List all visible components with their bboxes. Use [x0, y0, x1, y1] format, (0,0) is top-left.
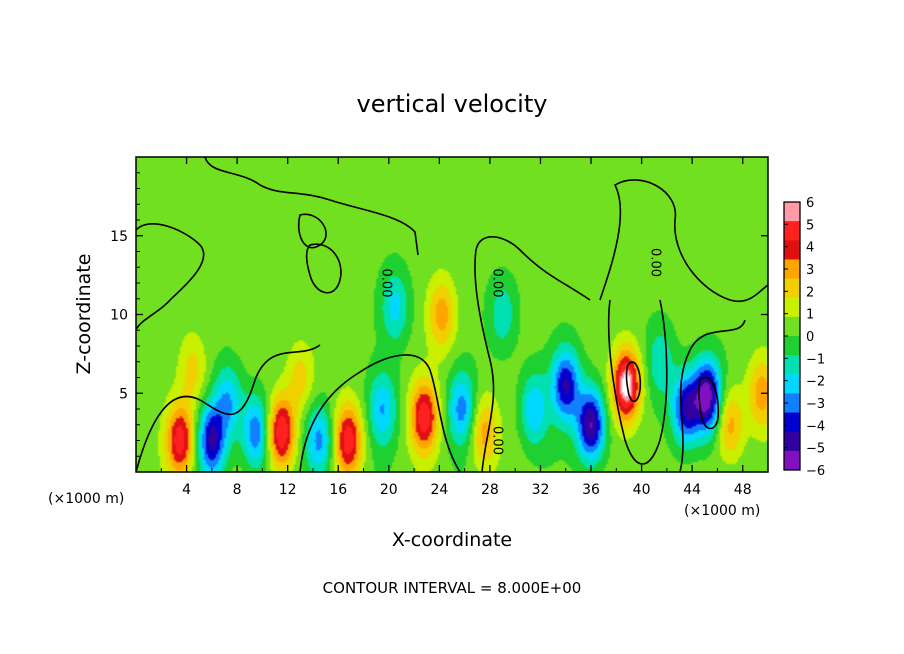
contour-line — [305, 243, 342, 294]
x-tick-label: 48 — [734, 482, 752, 498]
contour-line — [136, 344, 321, 472]
plot-area: 0.00 0.00 0.00 0.00 — [135, 156, 769, 473]
colorbar-tick-label: −4 — [806, 419, 825, 434]
x-unit-note: (×1000 m) — [48, 491, 124, 507]
contour-label: 0.00 — [490, 269, 505, 298]
colorbar-swatch — [784, 221, 800, 241]
colorbar-tick-label: −5 — [806, 442, 825, 457]
x-unit-note-right: (×1000 m) — [684, 503, 760, 519]
colorbar-tick-label: 2 — [806, 285, 814, 300]
x-tick-label: 32 — [532, 482, 550, 498]
x-tick-label: 8 — [233, 482, 242, 498]
contour-label: 0.00 — [648, 248, 663, 277]
x-tick-label: 36 — [582, 482, 600, 498]
x-tick-label: 44 — [683, 482, 701, 498]
x-tick-label: 16 — [329, 482, 347, 498]
contour-line — [625, 361, 642, 403]
x-tick-label: 4 — [182, 482, 191, 498]
colorbar-swatch — [784, 259, 800, 280]
colorbar-swatch — [784, 450, 800, 471]
contour-line — [698, 377, 720, 430]
colorbar-swatch — [784, 278, 800, 299]
contour-line — [204, 157, 419, 256]
colorbar-tick-label: −1 — [806, 352, 825, 367]
x-axis-label: X-coordinate — [392, 529, 512, 551]
chart-title: vertical velocity — [357, 90, 548, 118]
colorbar-tick-label: 6 — [806, 196, 814, 211]
colorbar-tick-label: 5 — [806, 218, 814, 233]
contour-line — [136, 223, 205, 331]
colorbar-tick-label: 4 — [806, 241, 814, 256]
y-axis: 5 10 15 — [110, 172, 768, 457]
colorbar-tick-label: 0 — [806, 330, 814, 345]
y-tick-label: 15 — [110, 229, 128, 245]
x-tick-label: 24 — [430, 482, 448, 498]
contour-interval-note: CONTOUR INTERVAL = 8.000E+00 — [323, 579, 582, 597]
y-axis-label: Z-coordinate — [73, 254, 95, 375]
contour-label: 0.00 — [378, 269, 393, 298]
x-tick-label: 20 — [380, 482, 398, 498]
colorbar-swatch — [784, 431, 800, 452]
colorbar-swatch — [784, 202, 800, 222]
contour-line — [474, 236, 591, 472]
colorbar-tick-label: 1 — [806, 308, 814, 323]
zero-contours — [136, 157, 768, 472]
contour-line — [299, 354, 461, 472]
x-tick-label: 12 — [279, 482, 297, 498]
colorbar-swatch — [784, 297, 800, 318]
colorbar: 6 5 4 3 2 1 0 −1 −2 −3 −4 −5 −6 — [783, 196, 825, 479]
contour-line — [679, 319, 746, 472]
colorbar-tick-label: −3 — [806, 397, 825, 412]
colorbar-tick-label: 3 — [806, 263, 814, 278]
y-tick-label: 10 — [110, 308, 128, 324]
x-axis: 4 8 12 16 20 24 28 32 36 40 44 48 — [160, 157, 752, 498]
colorbar-swatch — [784, 240, 800, 260]
colorbar-swatch — [784, 316, 800, 337]
contour-line — [599, 179, 768, 303]
x-tick-label: 40 — [633, 482, 651, 498]
colorbar-swatch — [784, 355, 800, 375]
colorbar-swatch — [784, 412, 800, 433]
colorbar-swatch — [784, 374, 800, 394]
colorbar-tick-label: −6 — [806, 464, 825, 479]
contour-line — [607, 299, 668, 465]
y-tick-label: 5 — [119, 386, 128, 402]
contour-label-group: 0.00 0.00 0.00 0.00 — [378, 248, 662, 455]
x-tick-label: 28 — [481, 482, 499, 498]
colorbar-swatch — [784, 393, 800, 414]
contour-label: 0.00 — [490, 426, 505, 455]
colorbar-tick-label: −2 — [806, 375, 825, 390]
colorbar-swatch — [784, 336, 800, 356]
